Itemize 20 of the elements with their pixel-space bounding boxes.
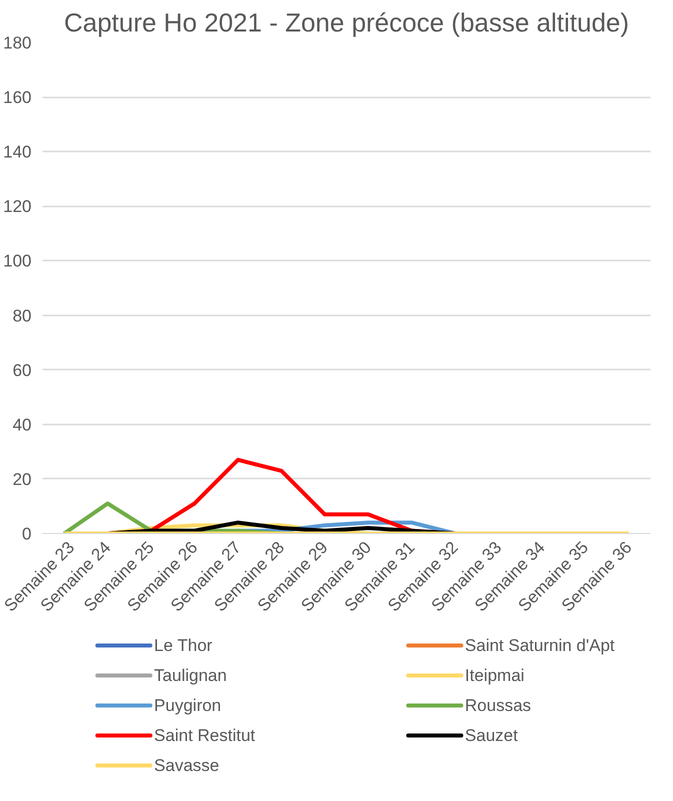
y-tick-label: 120 (3, 197, 32, 216)
y-tick-label: 60 (12, 360, 32, 380)
legend-label: Savasse (154, 756, 220, 775)
legend-label: Saint Saturnin d'Apt (464, 636, 615, 655)
legend-label: Roussas (464, 696, 532, 715)
y-tick-label: 140 (3, 142, 32, 162)
legend-label: Le Thor (154, 636, 213, 655)
y-tick-label: 180 (3, 34, 32, 52)
legend-label: Puygiron (154, 696, 222, 715)
legend-label: Iteipmai (464, 666, 524, 685)
legend-label: Saint Restitut (154, 726, 256, 745)
y-tick-label: 0 (22, 524, 32, 544)
chart-title: Capture Ho 2021 - Zone précoce (basse altitude) (64, 8, 630, 38)
legend-label: Taulignan (154, 666, 227, 685)
y-tick-label: 160 (3, 88, 32, 108)
y-tick-label: 100 (3, 252, 32, 271)
legend-label: Sauzet (464, 726, 518, 745)
y-tick-label: 80 (12, 306, 32, 326)
y-tick-label: 20 (12, 470, 32, 489)
y-tick-label: 40 (12, 415, 32, 434)
